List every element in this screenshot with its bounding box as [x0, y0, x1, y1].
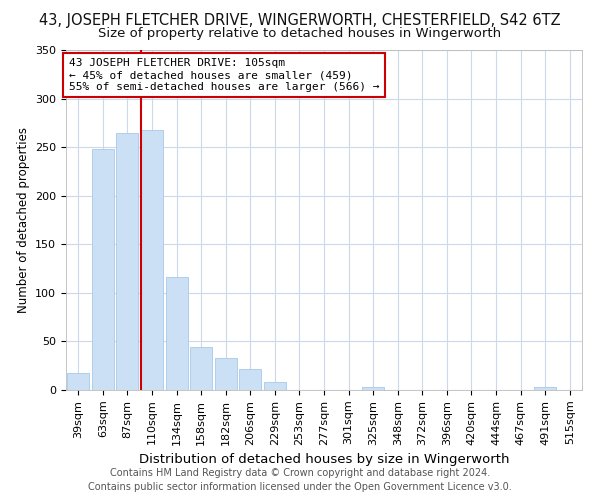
Bar [534, 387, 556, 390]
Bar [264, 382, 286, 390]
Text: 43 JOSEPH FLETCHER DRIVE: 105sqm
← 45% of detached houses are smaller (459)
55% : 43 JOSEPH FLETCHER DRIVE: 105sqm ← 45% o… [68, 58, 379, 92]
Bar [215, 358, 237, 390]
Bar [92, 149, 114, 390]
Bar [190, 348, 212, 390]
Bar [239, 368, 262, 390]
Y-axis label: Number of detached properties: Number of detached properties [17, 127, 29, 313]
Bar [141, 130, 163, 390]
Text: Contains HM Land Registry data © Crown copyright and database right 2024.
Contai: Contains HM Land Registry data © Crown c… [88, 468, 512, 492]
Bar [116, 132, 139, 390]
Bar [67, 374, 89, 390]
Text: Size of property relative to detached houses in Wingerworth: Size of property relative to detached ho… [98, 28, 502, 40]
Bar [166, 278, 188, 390]
X-axis label: Distribution of detached houses by size in Wingerworth: Distribution of detached houses by size … [139, 453, 509, 466]
Text: 43, JOSEPH FLETCHER DRIVE, WINGERWORTH, CHESTERFIELD, S42 6TZ: 43, JOSEPH FLETCHER DRIVE, WINGERWORTH, … [39, 12, 561, 28]
Bar [362, 387, 384, 390]
